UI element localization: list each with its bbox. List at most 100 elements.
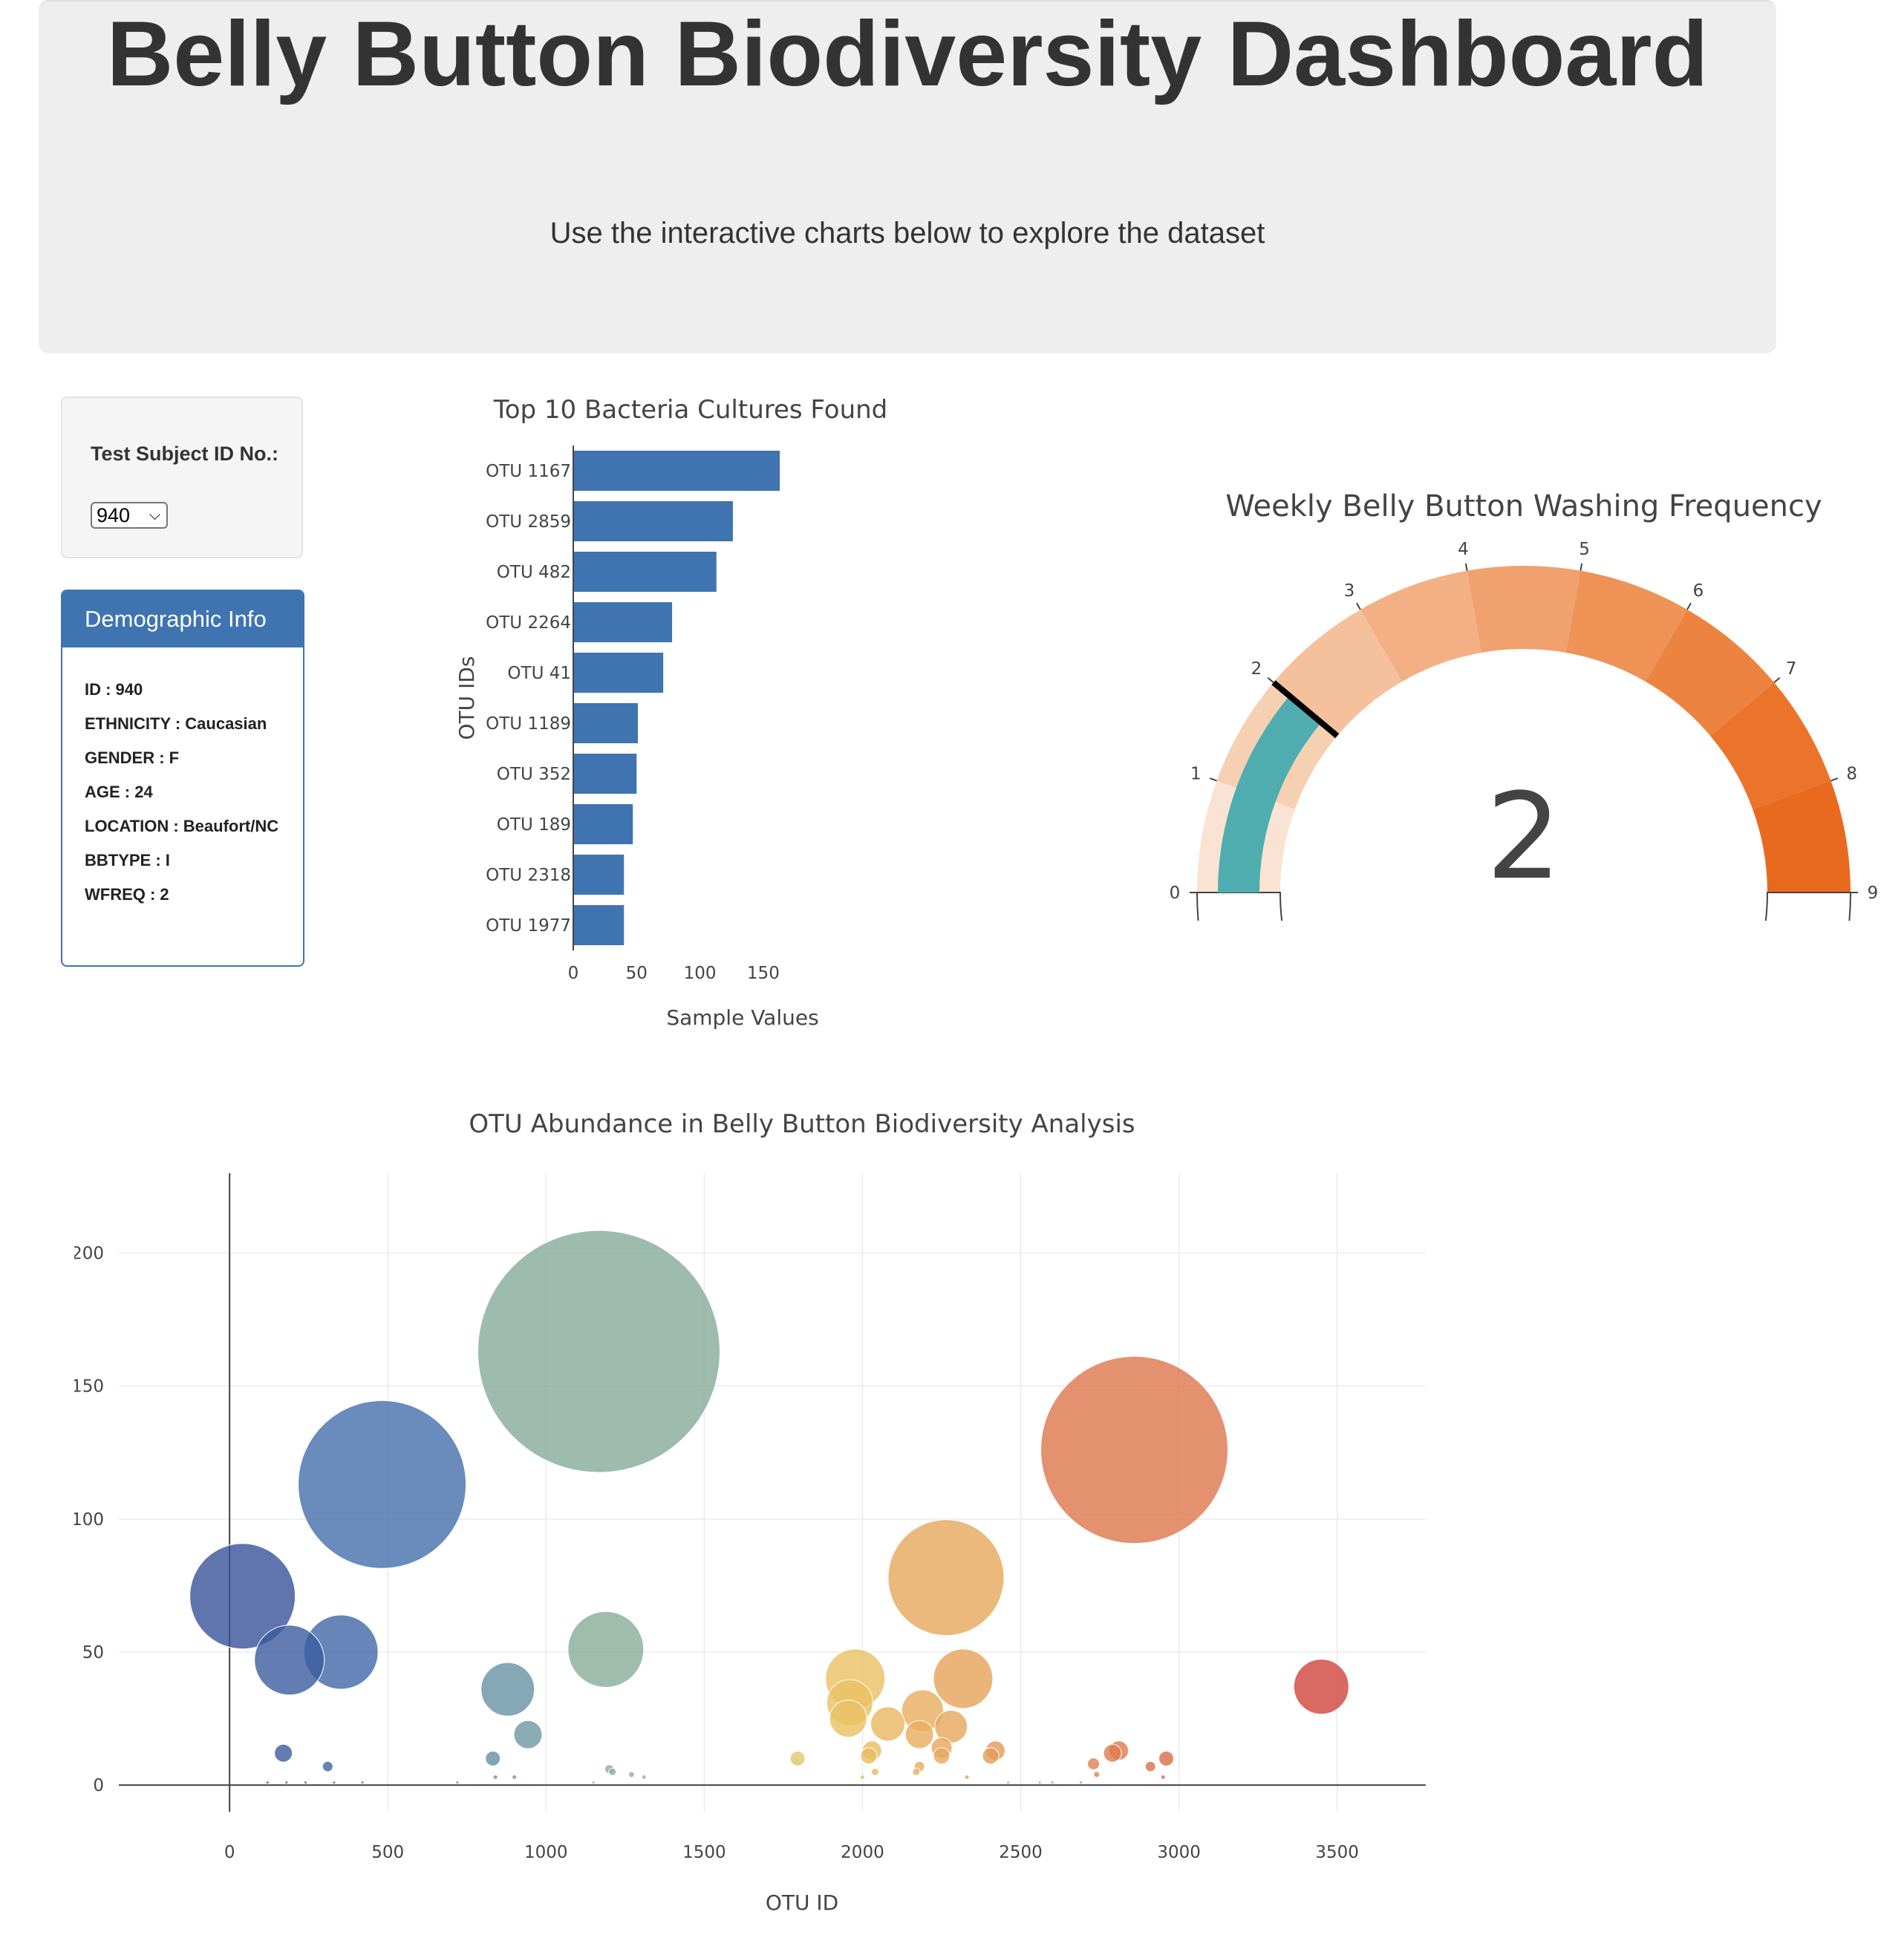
- bubble-point: [512, 1774, 518, 1780]
- gauge-step: [1565, 570, 1687, 682]
- bar: [573, 905, 625, 945]
- x-tick-label: 2000: [841, 1843, 884, 1862]
- gauge-step: [1467, 566, 1581, 653]
- bubble-point: [887, 1519, 1005, 1637]
- demographic-row-ethnicity: ETHNICITY : Caucasian: [85, 714, 267, 733]
- gauge-tick-label: 9: [1868, 884, 1879, 903]
- demographic-info-panel: Demographic Info ID : 940 ETHNICITY : Ca…: [61, 590, 304, 967]
- demographic-row-age: AGE : 24: [85, 783, 153, 801]
- bar: [573, 451, 780, 491]
- bubble-point: [284, 1781, 289, 1785]
- demographic-info-title: Demographic Info: [62, 591, 303, 647]
- gauge-value-bar: [1218, 696, 1322, 893]
- bubble-point: [1040, 1356, 1229, 1544]
- bubble-point: [1087, 1758, 1101, 1770]
- x-axis-title: OTU ID: [766, 1890, 838, 1915]
- gauge-tick-label: 7: [1786, 659, 1797, 679]
- demographic-row-gender: GENDER : F: [85, 748, 180, 767]
- x-tick-label: 2500: [999, 1843, 1043, 1862]
- bubble-point: [912, 1767, 921, 1776]
- bubble-point: [480, 1662, 535, 1717]
- x-tick-label: 0: [568, 964, 579, 983]
- subject-id-select[interactable]: 940 ⌵: [91, 502, 168, 529]
- y-tick-label: 100: [74, 1510, 104, 1530]
- bubble-point: [1037, 1781, 1042, 1785]
- demographic-info-body: ID : 940 ETHNICITY : Caucasian GENDER : …: [62, 647, 303, 904]
- x-tick-label: 3000: [1157, 1843, 1201, 1862]
- gauge-tick: [1773, 676, 1781, 683]
- bubble-point: [933, 1747, 951, 1765]
- bubble-point: [1160, 1774, 1166, 1780]
- y-tick-label: 200: [74, 1244, 104, 1264]
- bubble-point: [1144, 1761, 1156, 1772]
- bubble-point: [360, 1781, 365, 1785]
- bubble-point: [1103, 1743, 1122, 1763]
- page-subtitle: Use the interactive charts below to expl…: [550, 217, 1265, 249]
- bubble-point: [1050, 1781, 1054, 1785]
- bubble-point: [1093, 1771, 1101, 1778]
- gauge-tick: [1579, 563, 1583, 571]
- x-tick-label: 1500: [682, 1843, 726, 1862]
- bubble-point: [332, 1781, 336, 1785]
- bubble-point: [303, 1781, 307, 1785]
- gauge-step: [1360, 570, 1482, 682]
- gauge-step: [1273, 609, 1402, 737]
- subject-selector-label: Test Subject ID No.:: [91, 443, 279, 465]
- gauge-tick-label: 3: [1344, 581, 1355, 601]
- wash-frequency-gauge[interactable]: Weekly Belly Button Washing Frequency 0 1 2…: [1144, 475, 1904, 921]
- gauge-tick: [1267, 676, 1274, 683]
- y-tick-label: OTU 1167: [486, 462, 571, 481]
- bar: [573, 855, 625, 895]
- gauge-tick: [1686, 602, 1692, 610]
- y-tick-label: OTU 2859: [486, 512, 571, 532]
- demographic-row-bbtype: BBTYPE : I: [85, 851, 170, 869]
- bubble-point: [455, 1781, 460, 1785]
- y-tick-label: 150: [74, 1377, 104, 1397]
- bubble-point: [608, 1767, 617, 1776]
- gauge-step: [1753, 780, 1851, 893]
- bubble-point: [298, 1400, 467, 1569]
- bubble-point: [1293, 1659, 1349, 1715]
- bubble-point: [627, 1771, 635, 1778]
- bubble-point: [254, 1625, 325, 1696]
- y-tick-label: OTU 41: [507, 664, 571, 683]
- gauge-tick: [1464, 563, 1468, 571]
- demographic-row-wfreq: WFREQ : 2: [85, 885, 169, 904]
- x-tick-label: 150: [747, 964, 780, 983]
- bar-chart-title: Top 10 Bacteria Cultures Found: [493, 395, 888, 425]
- bubble-point: [933, 1648, 994, 1709]
- y-tick-label: OTU 189: [497, 815, 571, 835]
- y-tick-label: OTU 352: [497, 765, 571, 784]
- demographic-row-location: LOCATION : Beaufort/NC: [85, 817, 279, 835]
- chevron-down-icon: ⌵: [149, 507, 160, 523]
- bar: [573, 602, 673, 642]
- gauge-tick-label: 4: [1458, 540, 1469, 559]
- top10-bar-chart[interactable]: Top 10 Bacteria Cultures Found OTU 1167 OT…: [416, 371, 951, 1054]
- bubble-point: [274, 1743, 293, 1763]
- bubble-point: [567, 1611, 645, 1688]
- gauge-tick-label: 5: [1579, 540, 1590, 559]
- y-tick-label: OTU 2264: [486, 613, 571, 633]
- bubble-point: [829, 1700, 867, 1738]
- bubble-point: [641, 1774, 647, 1780]
- x-tick-label: 0: [224, 1843, 235, 1862]
- bubble-point: [265, 1781, 270, 1785]
- y-tick-label: OTU 2318: [486, 866, 571, 885]
- x-tick-label: 100: [684, 964, 717, 983]
- bubble-point: [964, 1774, 970, 1780]
- bubble-point: [1005, 1781, 1010, 1785]
- bubble-point: [870, 1706, 906, 1742]
- bubble-point: [477, 1230, 720, 1473]
- gauge-threshold-needle: [1271, 680, 1340, 739]
- otu-bubble-chart[interactable]: OTU Abundance in Belly Button Biodiversi…: [74, 1084, 1559, 1931]
- subject-selector-panel: Test Subject ID No.: 940 ⌵: [61, 397, 303, 558]
- bubble-point: [513, 1720, 543, 1749]
- bubble-point: [982, 1747, 1000, 1765]
- bar: [573, 501, 733, 541]
- bubble-chart-title: OTU Abundance in Belly Button Biodiversi…: [469, 1109, 1135, 1139]
- gauge-tick-label: 2: [1251, 659, 1262, 679]
- bar: [573, 703, 638, 743]
- y-tick-label: 50: [82, 1643, 104, 1662]
- gauge-tick: [1356, 602, 1361, 610]
- bubble-point: [789, 1750, 806, 1766]
